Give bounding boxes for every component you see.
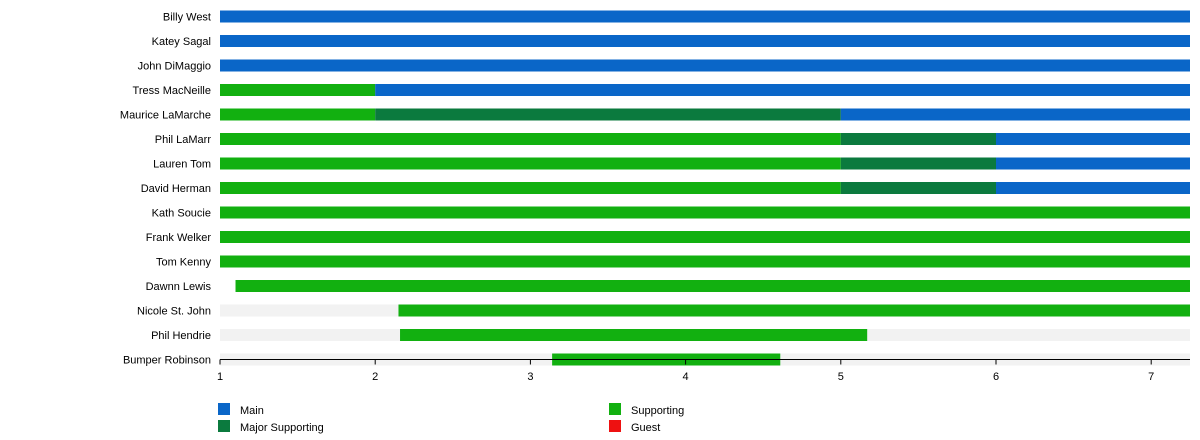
role-bar: [398, 304, 1191, 317]
x-tick-label: 2: [372, 371, 378, 383]
rows-layer: Billy West Katey Sagal John DiMaggio Tress …: [120, 10, 1191, 367]
role-bar: [235, 280, 1190, 292]
x-tick-label: 6: [993, 371, 999, 383]
role-bar: [840, 157, 996, 170]
x-axis: 1 2 3 4 5 6 7: [217, 359, 1190, 383]
legend-item: Guest: [609, 420, 660, 434]
legend: Main Major Supporting Supporting Guest: [218, 403, 684, 434]
cast-name-label: Tress MacNeille: [133, 85, 211, 97]
role-bar: [840, 182, 996, 194]
role-bar: [400, 329, 868, 341]
cast-name-label: Phil LaMarr: [155, 134, 212, 146]
cast-row: Katey Sagal: [152, 35, 1190, 48]
cast-row: Tom Kenny: [156, 255, 1190, 269]
legend-label: Supporting: [631, 405, 684, 417]
legend-swatch: [218, 420, 230, 432]
role-bar: [220, 35, 1190, 47]
role-bar: [840, 108, 1190, 121]
role-bar: [220, 182, 841, 194]
role-bar: [220, 157, 841, 170]
cast-name-label: John DiMaggio: [138, 61, 211, 73]
role-bar: [996, 133, 1190, 145]
x-tick-label: 3: [527, 371, 533, 383]
legend-label: Guest: [631, 422, 660, 434]
cast-name-label: Frank Welker: [146, 232, 212, 244]
legend-swatch: [609, 403, 621, 415]
cast-name-label: Billy West: [163, 12, 211, 24]
cast-row: Dawnn Lewis: [146, 280, 1190, 293]
cast-row: Maurice LaMarche: [120, 108, 1190, 122]
role-bar: [220, 255, 1190, 268]
cast-row: John DiMaggio: [138, 59, 1190, 73]
cast-row: David Herman: [141, 182, 1190, 195]
legend-swatch: [609, 420, 621, 432]
role-bar: [220, 206, 1190, 219]
legend-swatch: [218, 403, 230, 415]
role-bar: [220, 84, 376, 96]
cast-name-label: Dawnn Lewis: [146, 281, 212, 293]
cast-row: Billy West: [163, 10, 1190, 24]
cast-row: Lauren Tom: [153, 157, 1190, 171]
cast-row: Frank Welker: [146, 231, 1190, 244]
role-bar: [375, 84, 1190, 96]
cast-name-label: Lauren Tom: [153, 159, 211, 171]
legend-label: Major Supporting: [240, 422, 324, 434]
cast-name-label: Bumper Robinson: [123, 355, 211, 367]
cast-name-label: Nicole St. John: [137, 306, 211, 318]
cast-name-label: David Herman: [141, 183, 211, 195]
cast-name-label: Phil Hendrie: [151, 330, 211, 342]
cast-row: Phil LaMarr: [155, 133, 1190, 146]
cast-row: Tress MacNeille: [133, 84, 1190, 97]
role-bar: [840, 133, 996, 145]
role-bar: [996, 157, 1190, 170]
role-bar: [220, 108, 376, 121]
legend-item: Major Supporting: [218, 420, 324, 434]
x-tick-label: 1: [217, 371, 223, 383]
cast-row: Kath Soucie: [152, 206, 1190, 220]
x-tick-label: 5: [838, 371, 844, 383]
legend-label: Main: [240, 405, 264, 417]
role-bar: [996, 182, 1190, 194]
cast-name-label: Maurice LaMarche: [120, 110, 211, 122]
cast-name-label: Tom Kenny: [156, 257, 212, 269]
cast-name-label: Kath Soucie: [152, 208, 211, 220]
role-bar: [220, 59, 1190, 72]
x-tick-label: 4: [683, 371, 689, 383]
cast-row: Phil Hendrie: [151, 329, 1190, 342]
role-bar: [220, 133, 841, 145]
role-bar: [220, 10, 1190, 23]
cast-name-label: Katey Sagal: [152, 36, 211, 48]
legend-item: Main: [218, 403, 264, 417]
legend-item: Supporting: [609, 403, 684, 417]
x-tick-label: 7: [1148, 371, 1154, 383]
role-bar: [375, 108, 841, 121]
cast-row: Nicole St. John: [137, 304, 1191, 318]
role-bar: [220, 231, 1190, 243]
